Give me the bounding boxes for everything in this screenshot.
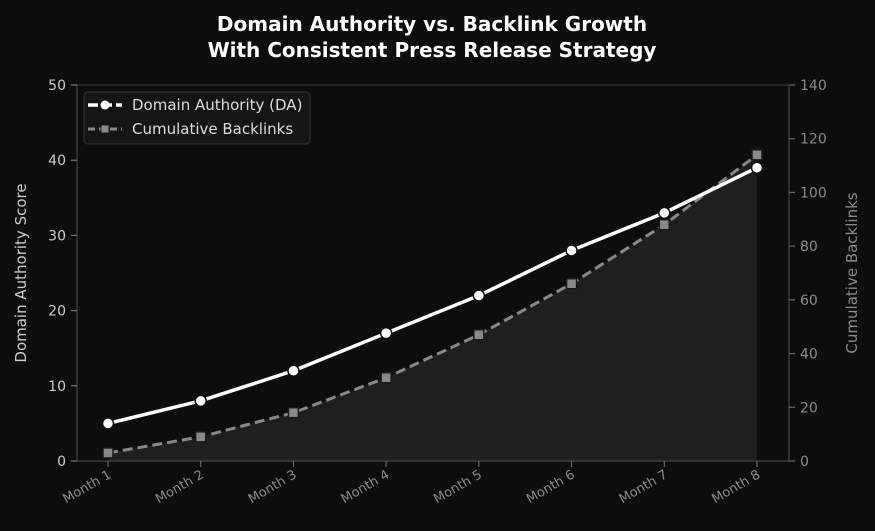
- legend-backlinks-square-icon: [100, 124, 110, 134]
- domain-authority-data-point: [565, 244, 578, 257]
- domain-authority-data-point: [658, 206, 671, 220]
- backlinks-area-fill: [108, 154, 757, 462]
- right-tick-label: 60: [800, 293, 818, 309]
- backlinks-data-point: [658, 218, 671, 231]
- legend-item-domain-authority: Domain Authority (DA): [88, 96, 302, 114]
- backlinks-markers: [102, 149, 763, 459]
- legend-da-circle-icon: [100, 100, 110, 110]
- domain-authority-data-point: [194, 394, 207, 408]
- domain-authority-data-point: [472, 289, 486, 302]
- legend-item-backlinks: Cumulative Backlinks: [88, 120, 293, 138]
- backlinks-data-point: [565, 277, 578, 290]
- backlinks-data-point: [751, 149, 763, 161]
- left-tick-label: 50: [48, 78, 66, 94]
- backlinks-data-point: [102, 447, 114, 459]
- legend-backlinks-label: Cumulative Backlinks: [132, 120, 293, 138]
- backlinks-line: [107, 153, 758, 455]
- backlinks-data-point: [473, 329, 485, 341]
- left-tick-label: 0: [57, 454, 66, 470]
- right-axis-label: Cumulative Backlinks: [843, 192, 861, 353]
- legend-da-label: Domain Authority (DA): [132, 96, 302, 114]
- right-tick-label: 40: [800, 347, 818, 363]
- backlinks-data-point: [194, 431, 207, 443]
- domain-authority-data-point: [379, 326, 393, 340]
- right-tick-label: 20: [800, 400, 818, 416]
- left-tick-label: 30: [48, 228, 66, 244]
- domain-authority-markers: [101, 161, 764, 430]
- left-tick-label: 20: [48, 304, 66, 320]
- domain-authority-data-point: [750, 161, 764, 174]
- left-tick-label: 10: [48, 379, 66, 395]
- chart-title-line-1: Domain Authority vs. Backlink Growth: [217, 12, 647, 36]
- domain-authority-line: [107, 166, 758, 426]
- domain-authority-data-point: [287, 364, 300, 378]
- right-tick-label: 140: [800, 78, 827, 94]
- right-tick-label: 80: [800, 239, 818, 255]
- left-tick-label: 40: [48, 153, 66, 169]
- right-tick-label: 120: [800, 132, 827, 148]
- left-axis-label: Domain Authority Score: [12, 183, 30, 362]
- backlinks-data-point: [380, 371, 392, 384]
- legend-box: [83, 91, 311, 145]
- legend: Domain Authority (DA) Cumulative Backlin…: [83, 91, 311, 145]
- left-axis-ticks: 0 10 20 30 40 50: [48, 78, 77, 470]
- right-axis-ticks: 0 20 40 60 80 100 120 140: [789, 78, 827, 470]
- backlinks-data-point: [287, 406, 300, 419]
- right-tick-label: 100: [800, 185, 827, 201]
- domain-authority-data-point: [101, 417, 115, 430]
- chart-title-line-2: With Consistent Press Release Strategy: [208, 38, 657, 62]
- right-tick-label: 0: [800, 454, 809, 470]
